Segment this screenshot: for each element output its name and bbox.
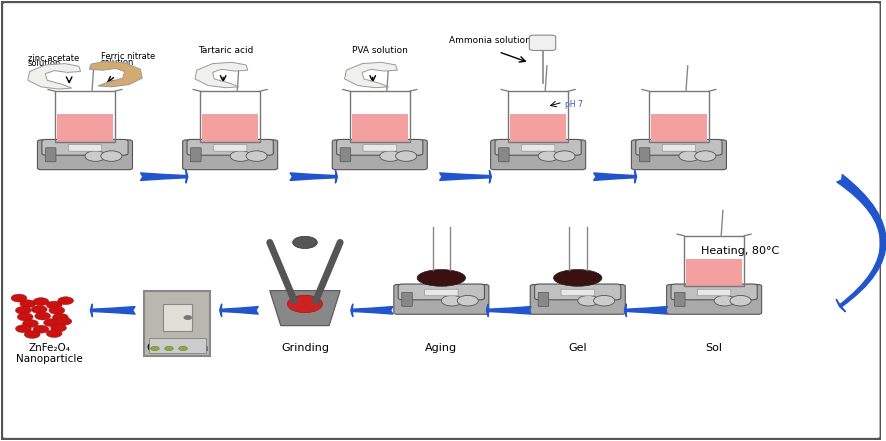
Text: Gel: Gel [569, 343, 587, 353]
FancyBboxPatch shape [183, 140, 277, 170]
Text: zinc acetate: zinc acetate [27, 54, 79, 63]
Text: pH 7: pH 7 [564, 100, 582, 109]
Circle shape [49, 306, 65, 314]
Circle shape [58, 297, 74, 305]
Circle shape [395, 151, 416, 161]
Circle shape [24, 330, 40, 338]
Polygon shape [27, 64, 81, 89]
Circle shape [15, 325, 31, 333]
FancyBboxPatch shape [424, 289, 458, 296]
FancyBboxPatch shape [202, 114, 259, 142]
Ellipse shape [554, 269, 602, 286]
FancyBboxPatch shape [45, 148, 56, 162]
FancyBboxPatch shape [42, 139, 128, 155]
FancyBboxPatch shape [530, 284, 626, 314]
Circle shape [35, 312, 51, 320]
FancyBboxPatch shape [640, 148, 650, 162]
Circle shape [679, 151, 700, 161]
FancyBboxPatch shape [651, 114, 707, 142]
FancyBboxPatch shape [144, 291, 210, 356]
Ellipse shape [417, 269, 465, 286]
Circle shape [43, 319, 59, 326]
FancyBboxPatch shape [686, 258, 742, 286]
Polygon shape [195, 62, 248, 88]
FancyBboxPatch shape [495, 139, 581, 155]
Circle shape [33, 298, 49, 306]
FancyBboxPatch shape [632, 140, 727, 170]
Circle shape [714, 295, 735, 306]
Circle shape [179, 346, 188, 351]
Circle shape [538, 151, 559, 161]
FancyBboxPatch shape [671, 284, 758, 300]
FancyBboxPatch shape [398, 284, 485, 300]
FancyBboxPatch shape [162, 304, 192, 331]
Text: Ferric nitrate: Ferric nitrate [101, 52, 155, 61]
FancyBboxPatch shape [636, 139, 722, 155]
FancyBboxPatch shape [68, 145, 102, 151]
Text: Grinding: Grinding [281, 343, 329, 353]
Circle shape [31, 306, 47, 314]
Circle shape [594, 295, 615, 306]
Circle shape [165, 346, 174, 351]
Circle shape [22, 320, 38, 327]
Circle shape [246, 151, 267, 161]
Circle shape [578, 295, 599, 306]
FancyBboxPatch shape [401, 292, 412, 306]
Text: Calcination: Calcination [146, 343, 208, 353]
FancyBboxPatch shape [499, 148, 509, 162]
Circle shape [695, 151, 716, 161]
Circle shape [457, 295, 478, 306]
Polygon shape [269, 291, 340, 325]
Circle shape [56, 318, 72, 325]
Circle shape [33, 325, 49, 333]
Circle shape [101, 151, 122, 161]
Text: ZnFe₂O₄: ZnFe₂O₄ [28, 343, 71, 353]
FancyBboxPatch shape [662, 145, 696, 151]
FancyBboxPatch shape [149, 338, 206, 353]
Circle shape [230, 151, 252, 161]
Text: PVA solution: PVA solution [352, 46, 408, 55]
FancyBboxPatch shape [214, 145, 247, 151]
FancyBboxPatch shape [666, 284, 762, 314]
FancyBboxPatch shape [510, 114, 566, 142]
Circle shape [19, 300, 35, 308]
Text: solution: solution [101, 58, 134, 67]
FancyBboxPatch shape [674, 292, 685, 306]
Text: Tartaric acid: Tartaric acid [198, 46, 253, 55]
Circle shape [52, 314, 68, 321]
FancyBboxPatch shape [697, 289, 731, 296]
Circle shape [51, 324, 66, 332]
Circle shape [46, 301, 62, 309]
Text: Nanoparticle: Nanoparticle [17, 354, 83, 364]
FancyBboxPatch shape [332, 140, 427, 170]
Circle shape [380, 151, 400, 161]
FancyBboxPatch shape [394, 284, 489, 314]
FancyBboxPatch shape [337, 139, 423, 155]
Text: Aging: Aging [425, 343, 457, 353]
FancyBboxPatch shape [352, 114, 408, 142]
FancyBboxPatch shape [561, 289, 595, 296]
FancyBboxPatch shape [37, 140, 133, 170]
Circle shape [151, 346, 159, 351]
Circle shape [730, 295, 751, 306]
FancyBboxPatch shape [534, 284, 621, 300]
Circle shape [287, 295, 323, 313]
FancyBboxPatch shape [57, 114, 113, 142]
Circle shape [441, 295, 462, 306]
FancyBboxPatch shape [340, 148, 351, 162]
FancyBboxPatch shape [529, 35, 556, 50]
Circle shape [46, 329, 62, 337]
Circle shape [15, 306, 31, 314]
Text: solution: solution [27, 59, 61, 68]
Polygon shape [89, 61, 142, 87]
FancyBboxPatch shape [538, 292, 548, 306]
FancyBboxPatch shape [522, 145, 555, 151]
Circle shape [554, 151, 575, 161]
FancyBboxPatch shape [190, 148, 201, 162]
FancyBboxPatch shape [363, 145, 396, 151]
Circle shape [17, 313, 33, 321]
Circle shape [11, 294, 27, 302]
Text: Heating, 80°C: Heating, 80°C [702, 246, 780, 256]
Circle shape [85, 151, 106, 161]
